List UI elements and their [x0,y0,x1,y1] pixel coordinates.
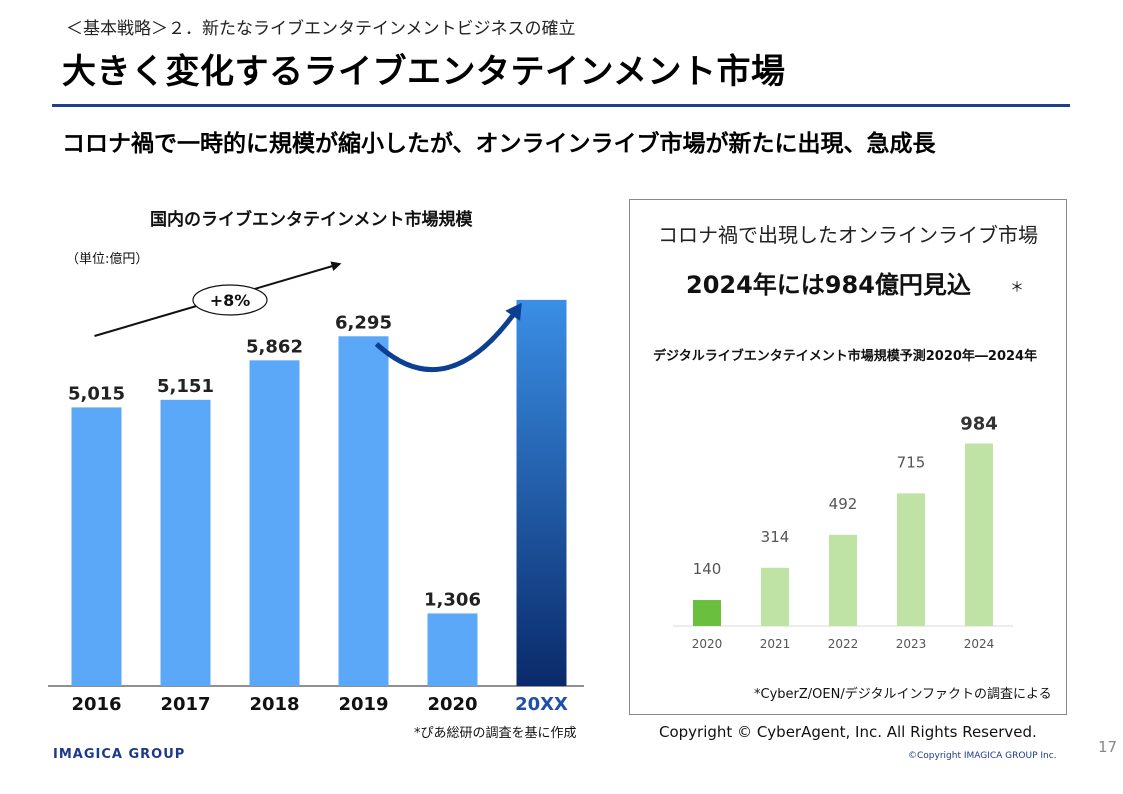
x-tick-label: 20XX [515,694,568,715]
bar-2016 [71,407,122,686]
data-label: 5,151 [157,376,214,397]
footer-copyright: ©Copyright IMAGICA GROUP Inc. [908,751,1057,761]
data-label: 5,862 [246,336,303,357]
data-label: 5,015 [68,383,125,404]
online-live-panel [629,199,1067,715]
bar-2022 [829,534,857,626]
x-tick-label: 2020 [427,694,477,715]
right-chart-title: デジタルライブエンタテイメント市場規模予測2020年―2024年 [653,349,1038,364]
cyberagent-copyright: Copyright © CyberAgent, Inc. All Rights … [659,723,1037,741]
growth-label: +8% [210,291,251,310]
page-title: 大きく変化するライブエンタテインメント市場 [62,52,786,92]
bar-2020 [427,613,478,686]
x-tick-label: 2023 [896,637,927,651]
page-subtitle: コロナ禍で一時的に規模が縮小したが、オンラインライブ市場が新たに出現、急成長 [62,131,936,157]
bar-2018 [249,360,300,686]
bar-2020 [693,600,721,626]
growth-badge [192,284,268,316]
data-label: 984 [960,414,998,435]
data-label: 1,306 [424,589,481,610]
headline-footnote-mark: ＊ [1010,280,1024,296]
bar-projected [516,299,567,686]
title-divider [52,104,1070,107]
breadcrumb: ＜基本戦略＞２．新たなライブエンタテインメントビジネスの確立 [66,19,576,39]
left-source-note: *ぴあ総研の調査を基に作成 [414,726,577,741]
bar-2017 [160,399,211,686]
data-label: 492 [829,495,858,513]
x-tick-label: 2016 [71,694,121,715]
x-tick-label: 2021 [760,637,791,651]
panel-headline: 2024年には984億円見込 [686,271,971,299]
x-tick-label: 2024 [964,637,995,651]
data-label: 715 [897,453,926,471]
data-label: 314 [761,528,790,546]
x-tick-label: 2020 [692,637,723,651]
right-chart: 140 2020 314 2021 492 2022 715 2023 984 2024 [673,414,1013,651]
x-tick-label: 2018 [249,694,299,715]
recovery-arrow [374,302,522,373]
bar-2021 [761,567,789,626]
page-number: 17 [1098,738,1118,756]
bar-2023 [897,493,925,626]
data-label: 6,295 [335,312,392,333]
right-source-note: *CyberZ/OEN/デジタルインファクトの調査による [754,687,1052,702]
imagica-logo: IMAGICA GROUP [53,747,186,762]
bar-2024 [965,443,993,626]
bar-2019 [338,336,389,686]
x-tick-label: 2017 [160,694,210,715]
left-chart-title: 国内のライブエンタテインメント市場規模 [150,210,473,230]
left-chart: 5,015 2016 5,151 2017 5,862 2018 6,295 2019 1,30… [48,261,584,715]
panel-heading: コロナ禍で出現したオンラインライブ市場 [658,223,1038,247]
x-tick-label: 2022 [828,637,859,651]
unit-label: （単位:億円） [66,252,149,267]
data-label: 140 [693,560,722,578]
x-tick-label: 2019 [338,694,388,715]
